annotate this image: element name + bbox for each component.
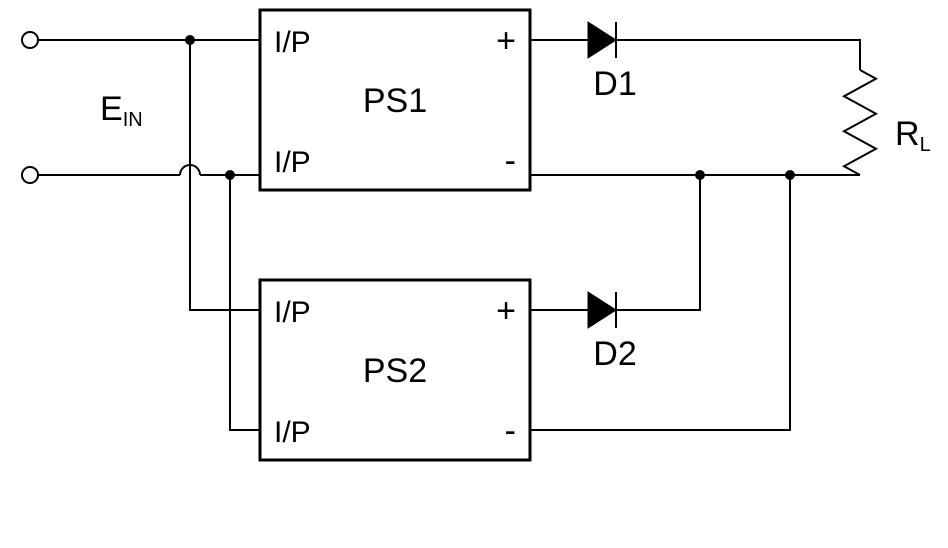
wire-to-ps2-bot	[230, 175, 260, 430]
d1-triangle	[588, 22, 616, 58]
ps2-name: PS2	[363, 352, 427, 390]
ps2-out-neg: -	[505, 412, 516, 450]
ps1-out-pos: +	[496, 22, 516, 60]
wire-ps2-neg	[530, 175, 790, 430]
wire-d2-to-bus	[640, 175, 700, 310]
ps2-out-pos: +	[496, 292, 516, 330]
input-terminal-top	[22, 32, 38, 48]
load-resistor	[844, 70, 876, 175]
ps1-out-neg: -	[505, 142, 516, 180]
ein-label: EIN	[100, 90, 143, 131]
ps1-name: PS1	[363, 82, 427, 120]
d2-label: D2	[593, 335, 636, 373]
rl-label: RL	[895, 115, 931, 156]
ps1-in-top: I/P	[274, 26, 311, 59]
d2-triangle	[588, 292, 616, 328]
input-terminal-bot	[22, 167, 38, 183]
ps2-in-bot: I/P	[274, 416, 311, 449]
ps1-in-bot: I/P	[274, 146, 311, 179]
ps2-in-top: I/P	[274, 296, 311, 329]
wire-d1-to-rl	[640, 40, 860, 70]
d1-label: D1	[593, 65, 636, 103]
